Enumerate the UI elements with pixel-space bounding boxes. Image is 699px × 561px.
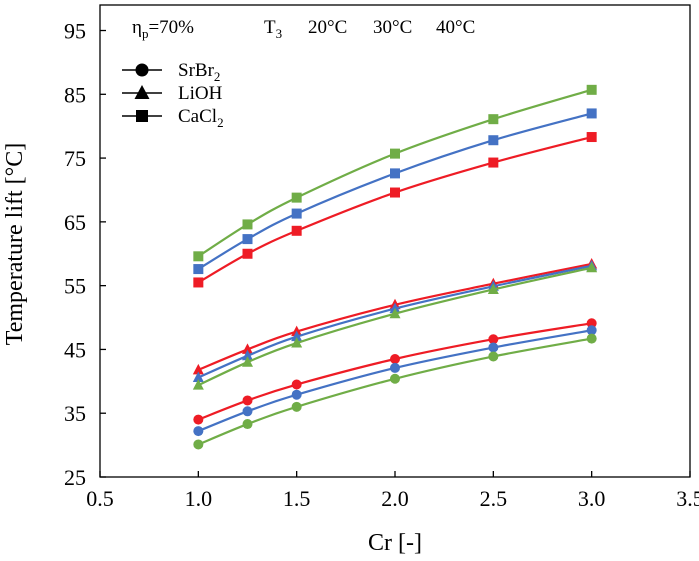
temp-label-30: 30°C [373, 17, 412, 38]
y-tick-label: 25 [64, 465, 86, 490]
efficiency-value: =70% [148, 17, 194, 38]
data-point-srbr2-30 [291, 389, 302, 400]
data-point-lioh-40 [192, 379, 204, 390]
data-point-srbr2-40 [390, 373, 400, 384]
y-axis-label: Temperature lift [°C] [2, 143, 28, 346]
data-point-cacl2-40 [586, 84, 597, 95]
temp-label-20: 20°C [308, 17, 347, 38]
x-tick-label: 3.0 [578, 486, 606, 511]
data-point-cacl2-30 [193, 264, 204, 275]
legend-item-cacl2: CaCl2 [122, 106, 224, 130]
data-point-cacl2-20 [488, 157, 499, 168]
data-point-srbr2-20 [242, 395, 253, 406]
legend-label-cacl2: CaCl2 [178, 106, 224, 130]
x-tick-label: 3.5 [676, 486, 699, 511]
data-point-cacl2-30 [390, 168, 400, 179]
data-point-srbr2-20 [488, 334, 499, 345]
legend: SrBr2 LiOH CaCl2 [122, 60, 224, 130]
triangle-marker-icon [134, 85, 150, 99]
circle-marker-icon [135, 63, 149, 77]
square-marker-icon [136, 110, 148, 122]
data-point-lioh-40 [291, 337, 303, 348]
x-tick-label: 2.0 [381, 486, 409, 511]
legend-label-lioh: LiOH [178, 83, 223, 104]
data-point-cacl2-30 [291, 208, 302, 219]
legend-item-srbr2: SrBr2 [122, 60, 220, 84]
data-point-srbr2-30 [242, 406, 253, 417]
data-point-lioh-40 [487, 283, 499, 294]
data-point-cacl2-40 [390, 148, 400, 159]
data-point-srbr2-20 [586, 318, 597, 329]
data-point-cacl2-40 [242, 219, 253, 230]
y-tick-label: 75 [64, 146, 86, 171]
data-point-cacl2-40 [193, 251, 204, 262]
data-point-cacl2-30 [242, 234, 253, 245]
temp-label-40: 40°C [436, 17, 475, 38]
legend-label-srbr2: SrBr2 [178, 60, 220, 84]
y-tick-label: 55 [64, 274, 86, 299]
t3-symbol: T [264, 17, 276, 38]
x-tick-label: 2.5 [480, 486, 508, 511]
data-point-lioh-30 [291, 330, 303, 342]
data-point-srbr2-40 [488, 351, 499, 362]
data-point-srbr2-40 [291, 401, 302, 412]
data-point-lioh-40 [389, 307, 401, 319]
data-point-cacl2-30 [586, 108, 597, 119]
data-point-lioh-20 [192, 363, 204, 375]
y-tick-label: 35 [64, 401, 86, 426]
t3-subscript: 3 [276, 26, 283, 41]
data-point-srbr2-30 [193, 426, 204, 437]
data-point-cacl2-40 [488, 114, 499, 125]
x-tick-label: 1.5 [283, 486, 311, 511]
data-point-srbr2-30 [390, 362, 400, 373]
data-point-lioh-40 [586, 261, 598, 273]
data-point-cacl2-20 [242, 248, 253, 259]
data-point-srbr2-20 [291, 379, 302, 390]
x-axis-label: Cr [-] [368, 530, 422, 556]
data-point-lioh-30 [192, 371, 204, 382]
data-point-lioh-30 [242, 349, 253, 361]
y-tick-label: 45 [64, 337, 86, 362]
efficiency-annotation: ηp=70% [132, 17, 194, 41]
eta-subscript: p [142, 26, 149, 41]
eta-symbol: η [132, 17, 142, 38]
t3-annotation: T3 [264, 17, 282, 41]
data-point-srbr2-40 [193, 439, 204, 450]
y-tick-label: 85 [64, 82, 86, 107]
data-point-srbr2-30 [488, 342, 499, 353]
x-tick-label: 1.0 [185, 486, 213, 511]
legend-item-lioh: LiOH [122, 83, 223, 104]
plot-area [99, 4, 691, 478]
data-point-srbr2-20 [390, 354, 400, 364]
data-point-cacl2-20 [193, 277, 204, 288]
y-tick-label: 65 [64, 210, 86, 235]
data-point-cacl2-20 [291, 225, 302, 236]
x-tick-label: 0.5 [86, 486, 114, 511]
data-point-srbr2-40 [242, 419, 253, 430]
data-point-srbr2-40 [586, 333, 597, 344]
data-point-cacl2-20 [390, 187, 400, 198]
y-tick-label: 95 [64, 19, 86, 44]
data-point-lioh-40 [242, 356, 253, 367]
data-point-lioh-20 [242, 343, 253, 354]
data-point-srbr2-20 [193, 414, 204, 425]
data-point-cacl2-20 [586, 132, 597, 143]
data-point-cacl2-30 [488, 135, 499, 146]
data-point-cacl2-40 [291, 192, 302, 203]
data-point-srbr2-30 [586, 325, 597, 336]
